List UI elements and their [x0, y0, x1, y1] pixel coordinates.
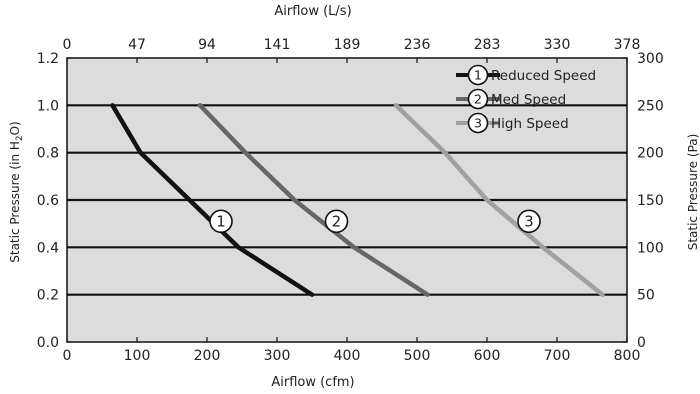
y2-tick-label: 100	[637, 240, 664, 256]
x2-tick-label: 141	[264, 37, 291, 53]
series-marker-1: 1	[209, 209, 233, 234]
y-tick-label: 1.0	[37, 98, 59, 114]
x2-tick-label: 378	[614, 37, 641, 53]
y2-tick-label: 200	[637, 146, 664, 162]
legend-marker-3-circle	[467, 112, 489, 134]
series-marker-3: 3	[517, 209, 541, 234]
y-tick-label: 1.2	[37, 51, 59, 67]
x-tick-label: 300	[264, 348, 291, 364]
x2-tick-label: 236	[404, 37, 431, 53]
legend-marker-2-number: 2	[474, 92, 482, 107]
x2-tick-label: 189	[334, 37, 361, 53]
x2-tick-label: 330	[544, 37, 571, 53]
legend-label-1: Reduced Speed	[491, 68, 596, 84]
series-layer: 1 2 3	[110, 103, 605, 297]
y2-tick-label: 50	[637, 288, 655, 304]
series-line-3	[393, 103, 605, 297]
x2-tick-label: 0	[63, 37, 72, 53]
legend: 1 Reduced Speed 2 Med Speed 3 High Speed	[456, 64, 596, 134]
legend-marker-2-circle	[467, 88, 489, 110]
y2-tick-label: 250	[637, 98, 664, 114]
legend-marker-2: 2	[467, 88, 489, 110]
x2-tick-labels: 0 47 94 141 189 236 283 330 378	[63, 37, 641, 53]
y-tick-label: 0.8	[37, 146, 59, 162]
x-tick-label: 0	[63, 348, 72, 364]
x-tick-label: 500	[404, 348, 431, 364]
y-tick-labels: 0.0 0.2 0.4 0.6 0.8 1.0 1.2	[37, 51, 59, 351]
x-tick-label: 100	[124, 348, 151, 364]
y2-tick-label: 0	[637, 335, 646, 351]
y2-tick-labels: 0 50 100 150 200 250 300	[637, 51, 664, 351]
y-tick-label: 0.6	[37, 193, 59, 209]
y2-tick-label: 300	[637, 51, 664, 67]
series-marker-2: 2	[324, 209, 349, 234]
y2-axis-label: Static Pressure (Pa)	[686, 134, 700, 251]
y-tick-label: 0.0	[37, 335, 59, 351]
y-tick-label: 0.2	[37, 288, 59, 304]
x2-tick-label: 47	[128, 37, 146, 53]
series-marker-1-circle	[209, 209, 233, 234]
x-tick-label: 800	[614, 348, 641, 364]
legend-marker-1-circle	[467, 64, 489, 86]
series-marker-2-number: 2	[332, 212, 341, 230]
x-tick-labels: 0 100 200 300 400 500 600 700 800	[63, 348, 641, 364]
legend-marker-1: 1	[467, 64, 489, 86]
y-axis-label: Static Pressure (in H2O)	[8, 121, 25, 263]
y-tick-label: 0.4	[37, 240, 59, 256]
x-tick-label: 700	[544, 348, 571, 364]
legend-marker-1-number: 1	[474, 68, 482, 83]
legend-marker-3-number: 3	[474, 116, 482, 131]
series-marker-3-number: 3	[524, 212, 533, 230]
x2-tick-label: 94	[198, 37, 216, 53]
legend-label-3: High Speed	[491, 116, 569, 132]
series-line-1	[110, 103, 315, 297]
series-marker-1-number: 1	[216, 212, 225, 230]
x-axis-label: Airflow (cfm)	[271, 375, 354, 390]
grid-lines	[67, 104, 627, 296]
tick-marks	[66, 57, 628, 343]
series-line-2	[197, 103, 430, 297]
series-marker-3-circle	[517, 209, 541, 234]
x-tick-label: 600	[474, 348, 501, 364]
y2-tick-label: 150	[637, 193, 664, 209]
x-tick-label: 400	[334, 348, 361, 364]
legend-marker-3: 3	[467, 112, 489, 134]
x2-axis-label: Airflow (L/s)	[274, 4, 351, 19]
x-tick-label: 200	[194, 348, 221, 364]
legend-label-2: Med Speed	[491, 92, 566, 108]
series-marker-2-circle	[324, 209, 349, 234]
x2-tick-label: 283	[474, 37, 501, 53]
